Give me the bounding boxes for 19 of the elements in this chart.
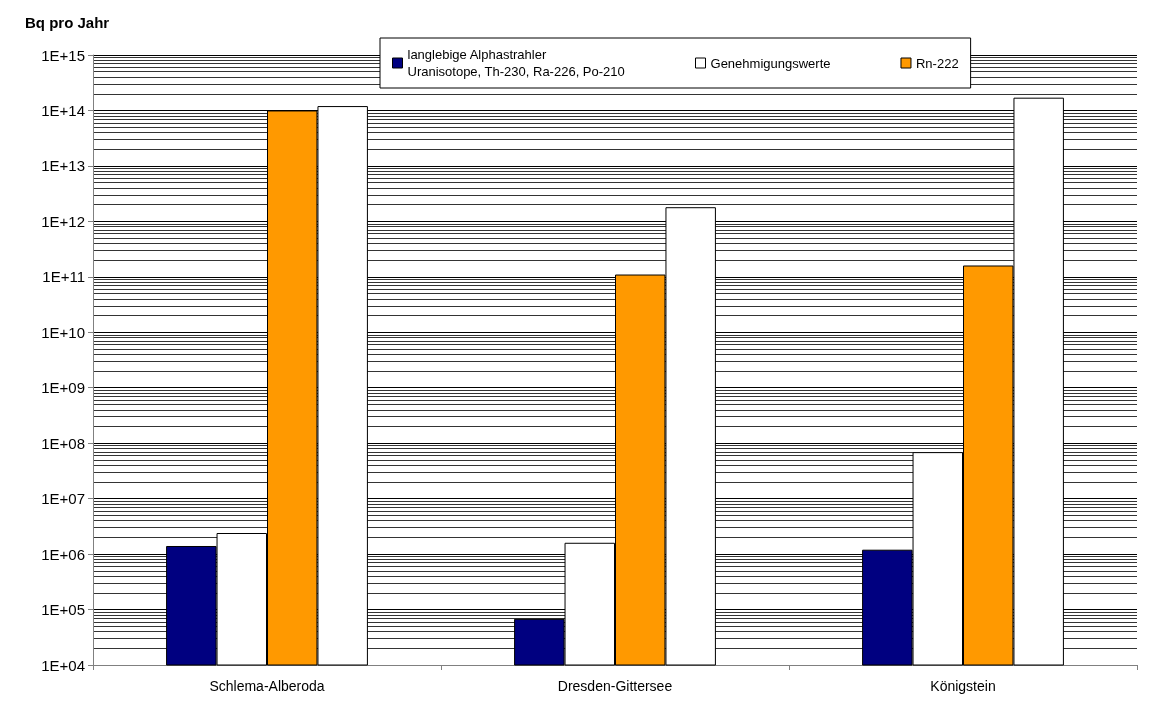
y-axis-title: Bq pro Jahr (25, 14, 110, 31)
x-tick-label: Dresden-Gittersee (557, 678, 673, 694)
y-tick-label: 1E+14 (41, 101, 85, 119)
y-tick-label: 1E+09 (41, 379, 85, 397)
y-tick-label: 1E+07 (41, 490, 85, 508)
y-tick-label: 1E+05 (41, 601, 85, 619)
y-tick-label: 1E+10 (41, 323, 85, 341)
legend-label: langlebige Alphastrahler Uranisotope, Th-230, Ra-226, Po-210 (407, 47, 625, 79)
y-tick-label: 1E+11 (42, 268, 85, 286)
x-tick-label: Königstein (930, 678, 996, 694)
y-tick-label: 1E+15 (41, 46, 85, 64)
y-tick-label: 1E+08 (41, 434, 85, 452)
legend-label: Genehmigungswerte (710, 55, 831, 71)
y-tick-label: 1E+12 (41, 212, 85, 230)
y-tick-label: 1E+06 (41, 545, 85, 563)
x-tick-label: Schlema-Alberoda (209, 678, 325, 694)
legend-label: Rn-222 (915, 55, 959, 71)
y-tick-label: 1E+13 (41, 157, 85, 175)
y-tick-label: 1E+04 (41, 656, 85, 674)
